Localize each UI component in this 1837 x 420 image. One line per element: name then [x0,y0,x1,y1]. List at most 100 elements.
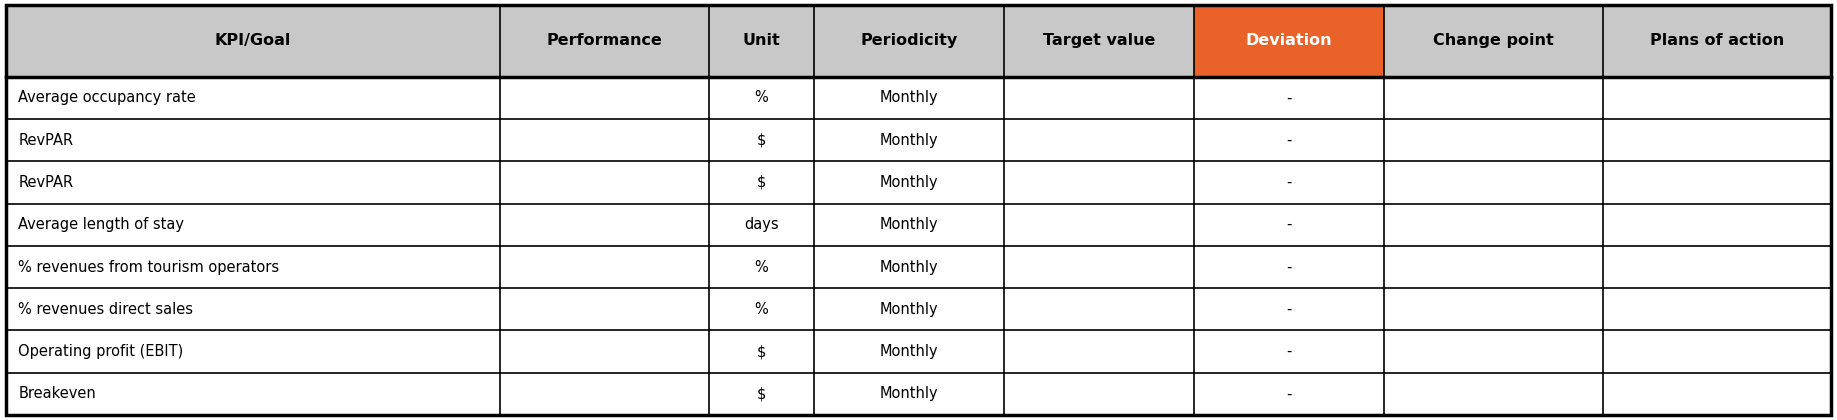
Text: Change point: Change point [1433,34,1554,48]
Text: Periodicity: Periodicity [860,34,957,48]
Bar [814,204,1003,246]
Bar [6,119,500,161]
Text: -: - [1286,302,1291,317]
Bar [814,246,1003,288]
Bar [500,288,709,331]
Bar [1003,77,1194,119]
Text: -: - [1286,175,1291,190]
Bar [814,373,1003,415]
Bar [1003,246,1194,288]
Bar [1383,119,1602,161]
Bar [1602,77,1831,119]
Bar [709,331,814,373]
Bar [1194,288,1383,331]
Bar [1602,331,1831,373]
Bar [1194,331,1383,373]
Text: $: $ [757,344,766,359]
Text: -: - [1286,133,1291,148]
Text: Target value: Target value [1043,34,1155,48]
Text: %: % [755,302,768,317]
Bar [709,161,814,204]
Bar [6,77,500,119]
Text: Average length of stay: Average length of stay [18,217,184,232]
Text: Monthly: Monthly [880,302,939,317]
Bar [1602,119,1831,161]
Text: -: - [1286,260,1291,275]
Text: Deviation: Deviation [1245,34,1332,48]
Bar [1383,373,1602,415]
Bar [814,331,1003,373]
Bar [1383,161,1602,204]
Bar [1194,373,1383,415]
Bar [709,373,814,415]
Text: -: - [1286,386,1291,402]
Text: Monthly: Monthly [880,260,939,275]
Text: -: - [1286,217,1291,232]
Bar [1383,204,1602,246]
Text: RevPAR: RevPAR [18,175,73,190]
Bar [814,119,1003,161]
Bar [500,373,709,415]
Bar [6,161,500,204]
Bar [1003,288,1194,331]
Text: Monthly: Monthly [880,175,939,190]
Bar [6,373,500,415]
Bar [814,161,1003,204]
Bar [1194,161,1383,204]
Bar [1003,373,1194,415]
Text: Monthly: Monthly [880,344,939,359]
Text: Monthly: Monthly [880,133,939,148]
Bar [1383,5,1602,77]
Text: Monthly: Monthly [880,217,939,232]
Text: -: - [1286,344,1291,359]
Bar [500,204,709,246]
Bar [6,246,500,288]
Text: %: % [755,260,768,275]
Text: $: $ [757,175,766,190]
Bar [1602,204,1831,246]
Bar [1602,373,1831,415]
Bar [709,5,814,77]
Bar [1003,204,1194,246]
Text: Operating profit (EBIT): Operating profit (EBIT) [18,344,184,359]
Bar [709,77,814,119]
Bar [709,204,814,246]
Text: $: $ [757,386,766,402]
Text: Average occupancy rate: Average occupancy rate [18,90,197,105]
Bar [6,288,500,331]
Text: %: % [755,90,768,105]
Bar [1602,288,1831,331]
Bar [1194,204,1383,246]
Bar [500,331,709,373]
Bar [814,5,1003,77]
Bar [500,77,709,119]
Bar [500,119,709,161]
Bar [1383,77,1602,119]
Bar [1194,77,1383,119]
Bar [1602,246,1831,288]
Bar [709,119,814,161]
Text: -: - [1286,90,1291,105]
Bar [709,288,814,331]
Bar [1003,5,1194,77]
Text: Plans of action: Plans of action [1650,34,1784,48]
Bar [500,161,709,204]
Bar [1003,119,1194,161]
Text: Breakeven: Breakeven [18,386,96,402]
Text: days: days [744,217,779,232]
Text: Unit: Unit [742,34,781,48]
Bar [814,288,1003,331]
Text: Monthly: Monthly [880,90,939,105]
Bar [6,5,500,77]
Text: RevPAR: RevPAR [18,133,73,148]
Bar [1383,331,1602,373]
Bar [709,246,814,288]
Text: % revenues from tourism operators: % revenues from tourism operators [18,260,279,275]
Bar [1383,246,1602,288]
Bar [1194,246,1383,288]
Text: Performance: Performance [547,34,663,48]
Bar [6,331,500,373]
Bar [1383,288,1602,331]
Bar [1003,161,1194,204]
Text: Monthly: Monthly [880,386,939,402]
